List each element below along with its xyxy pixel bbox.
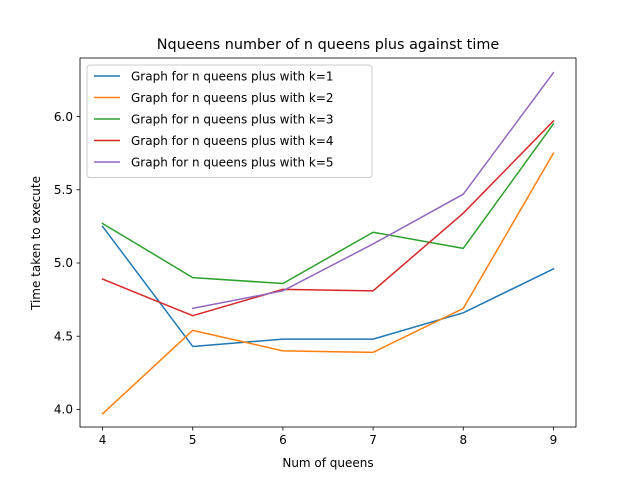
legend-label-1: Graph for n queens plus with k=1 — [131, 69, 334, 83]
legend-label-3: Graph for n queens plus with k=3 — [131, 112, 334, 126]
legend-label-5: Graph for n queens plus with k=5 — [131, 155, 334, 169]
x-axis-label: Num of queens — [282, 456, 373, 470]
series-line-3 — [101, 122, 555, 285]
x-tick-label: 9 — [550, 433, 558, 447]
x-tick-label: 8 — [459, 433, 467, 447]
legend-label-2: Graph for n queens plus with k=2 — [131, 91, 334, 105]
x-tick-label: 6 — [279, 433, 287, 447]
legend: Graph for n queens plus with k=1 Graph fo… — [86, 64, 373, 178]
y-tick-label: 4.5 — [54, 329, 73, 343]
x-tick-label: 4 — [99, 433, 107, 447]
chart-title: Nqueens number of n queens plus against … — [157, 37, 500, 53]
series-line-4 — [101, 119, 555, 317]
y-tick-label: 6.0 — [54, 110, 73, 124]
series-line-2 — [101, 152, 555, 415]
plot-area — [101, 71, 555, 415]
x-tick-label: 5 — [189, 433, 197, 447]
y-tick-label: 4.0 — [54, 403, 73, 417]
legend-label-4: Graph for n queens plus with k=4 — [131, 134, 334, 148]
axes: 4 5 6 7 8 9 4.0 4.5 5.0 5.5 6.0 — [54, 57, 577, 447]
legend-box — [86, 64, 373, 178]
series-line-1 — [101, 225, 555, 348]
y-tick-label: 5.0 — [54, 256, 73, 270]
axes-frame — [79, 57, 577, 428]
series-line-5 — [191, 71, 555, 310]
x-tick-label: 7 — [369, 433, 377, 447]
y-tick-label: 5.5 — [54, 183, 73, 197]
y-axis-label: Time taken to execute — [29, 176, 43, 311]
